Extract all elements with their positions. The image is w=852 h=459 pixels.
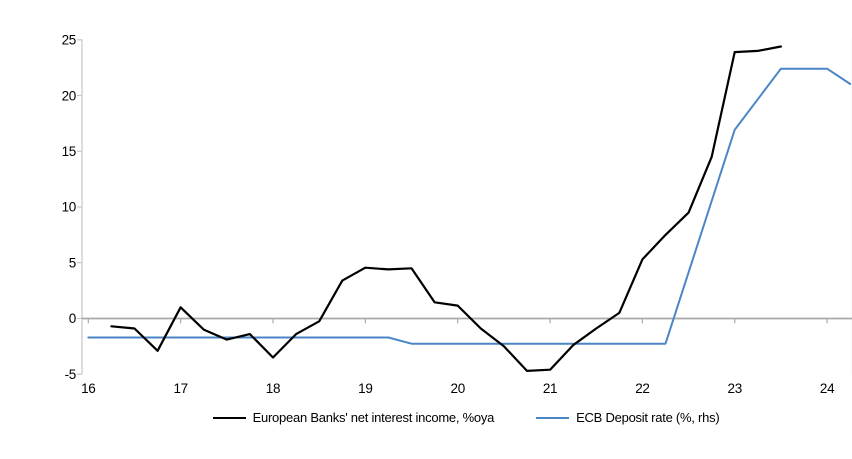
- x-axis-tick-label: 17: [173, 381, 187, 396]
- x-axis-tick-label: 19: [358, 381, 372, 396]
- x-axis-tick-label: 18: [266, 381, 280, 396]
- x-axis-tick-label: 21: [543, 381, 557, 396]
- x-axis-tick-label: 16: [81, 381, 95, 396]
- y-axis-left-tick-label: 10: [62, 200, 76, 215]
- x-axis-tick-label: 22: [635, 381, 649, 396]
- x-axis-tick-label: 24: [820, 381, 835, 396]
- y-axis-left-tick-label: 0: [69, 311, 76, 326]
- y-axis-left: 25 20 15 10 5 0 -5: [62, 33, 83, 382]
- y-axis-left-tick-label: 20: [62, 88, 76, 103]
- y-axis-left-tick-label: 25: [62, 33, 76, 48]
- series-line-ecb-deposit-rate: [87, 67, 852, 345]
- x-axis-tick-label: 20: [450, 381, 464, 396]
- x-axis-tick-label: 23: [728, 381, 742, 396]
- y-axis-left-tick-label: -5: [65, 367, 76, 382]
- series-line-net-interest-income: [110, 45, 783, 372]
- x-axis: 16 17 18 19 20 21 22 23 24: [81, 317, 852, 396]
- y-axis-left-tick-label: 5: [69, 255, 76, 270]
- y-axis-left-tick-label: 15: [62, 144, 76, 159]
